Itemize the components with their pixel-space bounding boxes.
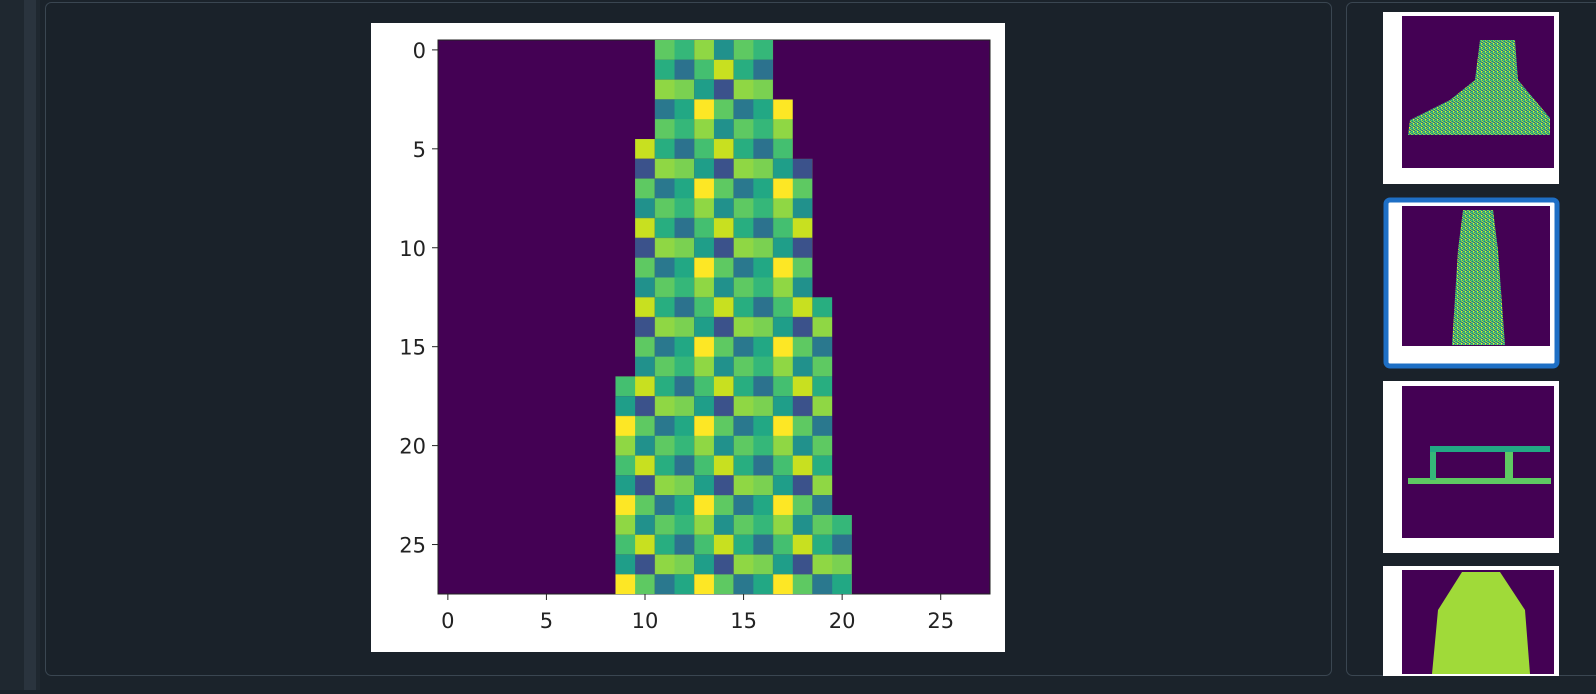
- x-tick-label: 5: [540, 609, 553, 633]
- y-tick-label: 20: [399, 435, 426, 459]
- y-tick-label: 5: [413, 138, 426, 162]
- thumbnail[interactable]: [1383, 12, 1559, 184]
- x-tick-label: 0: [441, 609, 454, 633]
- y-tick-label: 25: [399, 534, 426, 558]
- thumbnail[interactable]: [1383, 381, 1559, 553]
- y-tick-label: 15: [399, 336, 426, 360]
- side-divider: [24, 0, 36, 690]
- thumbnail[interactable]: [1383, 566, 1559, 676]
- x-tick-label: 15: [730, 609, 757, 633]
- y-tick-label: 0: [413, 39, 426, 63]
- x-tick-label: 10: [632, 609, 659, 633]
- plot-area: [438, 40, 990, 594]
- x-tick-label: 20: [829, 609, 856, 633]
- x-tick-label: 25: [927, 609, 954, 633]
- y-tick-label: 10: [399, 237, 426, 261]
- thumbnail-selected[interactable]: [1386, 200, 1557, 366]
